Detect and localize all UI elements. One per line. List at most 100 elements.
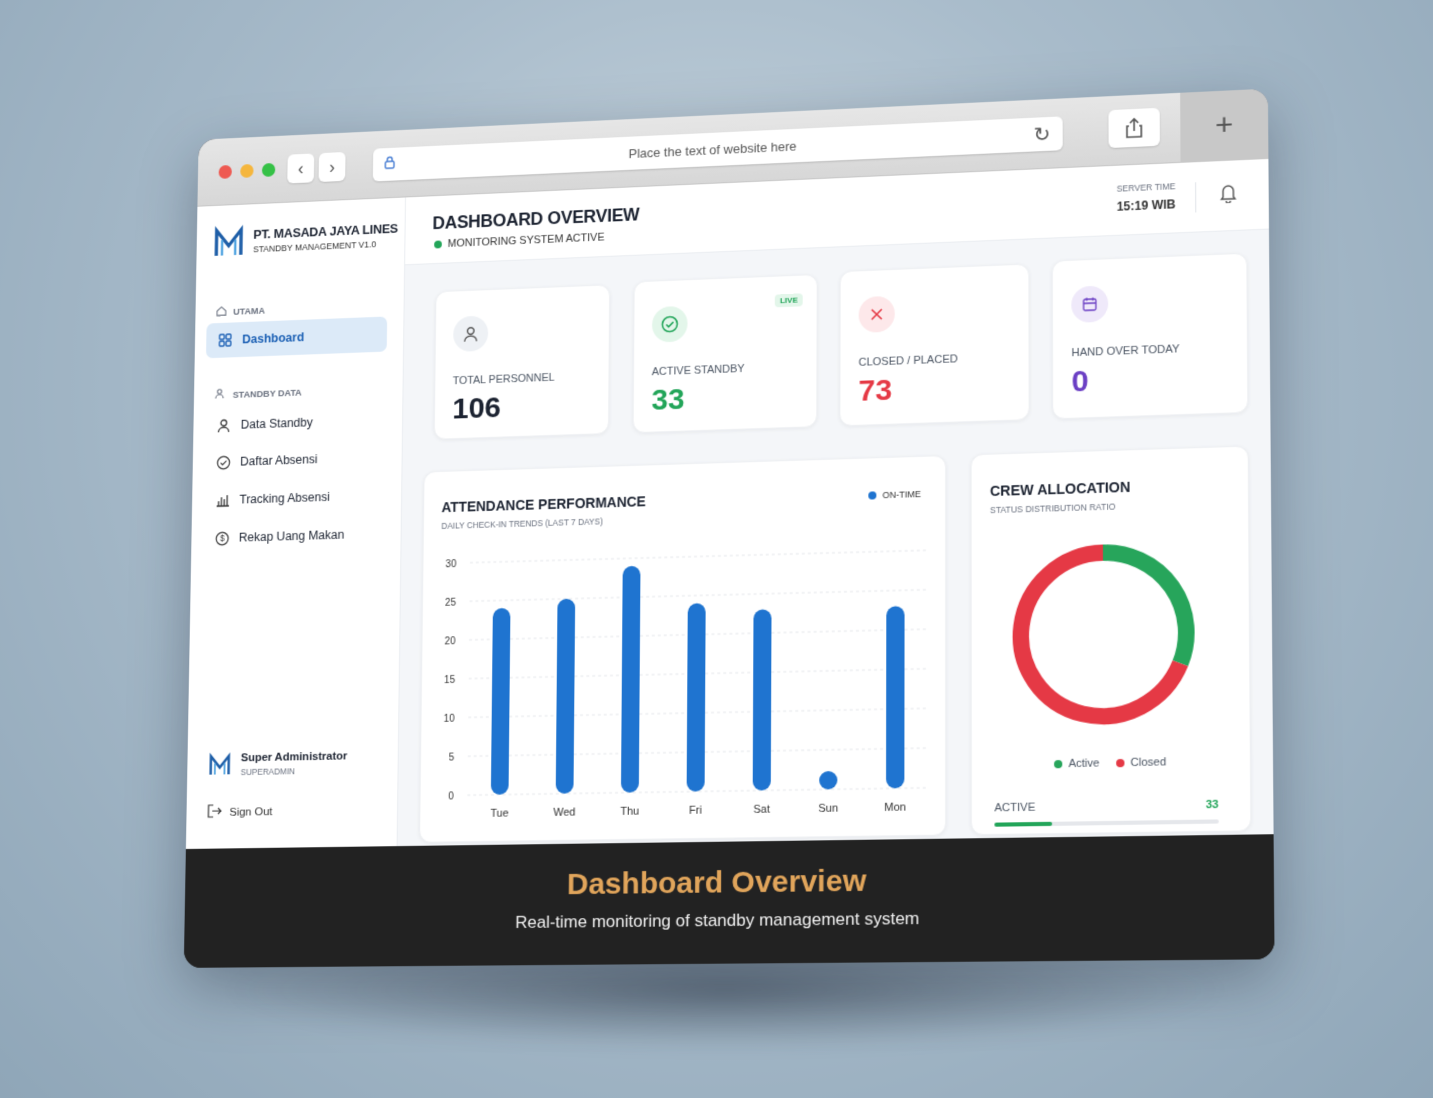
x-tick-label: Sat: [753, 803, 770, 816]
browser-window: ‹ › Place the text of website here ↻ +: [183, 88, 1275, 968]
footer-title: Dashboard Overview: [566, 864, 867, 902]
avatar: [208, 752, 231, 778]
forward-button[interactable]: ›: [318, 151, 346, 183]
page-title: DASHBOARD OVERVIEW: [432, 204, 640, 234]
server-time: SERVER TIME 15:19 WIB: [1117, 181, 1176, 214]
home-icon: [216, 305, 227, 319]
attendance-chart-card: ATTENDANCE PERFORMANCE DAILY CHECK-IN TR…: [419, 455, 947, 843]
svg-text:$: $: [219, 533, 224, 543]
logout-icon: [207, 804, 222, 821]
chevron-left-icon: ‹: [297, 158, 304, 178]
sidebar-item-rekap-uang-makan[interactable]: $ Rekap Uang Makan: [203, 516, 385, 556]
y-tick-label: 20: [445, 636, 456, 647]
bar-sat: [752, 609, 772, 791]
minimize-window-button[interactable]: [240, 163, 254, 178]
crew-title: CREW ALLOCATION: [989, 478, 1131, 500]
y-tick-label: 5: [449, 752, 455, 763]
live-badge: LIVE: [775, 293, 803, 308]
sign-out-button[interactable]: Sign Out: [207, 803, 272, 821]
user-icon: [216, 417, 231, 433]
y-tick-label: 15: [444, 675, 455, 686]
close-icon: [858, 295, 895, 333]
back-button[interactable]: ‹: [287, 153, 315, 184]
close-window-button[interactable]: [218, 164, 232, 179]
app-area: PT. MASADA JAYA LINES STANDBY MANAGEMENT…: [185, 158, 1274, 849]
check-circle-icon: [215, 454, 230, 470]
sidebar-item-label: Dashboard: [242, 330, 305, 347]
y-tick-label: 25: [445, 597, 456, 608]
sidebar-item-dashboard[interactable]: Dashboard: [206, 316, 388, 359]
legend-dot: [868, 491, 877, 500]
crew-subtitle: STATUS DISTRIBUTION RATIO: [989, 501, 1116, 516]
x-tick-label: Sun: [818, 802, 838, 815]
x-tick-label: Mon: [884, 801, 906, 814]
stat-value: 33: [651, 382, 685, 417]
x-tick-label: Wed: [553, 806, 575, 819]
brand-subtitle: STANDBY MANAGEMENT V1.0: [253, 239, 377, 255]
stat-label: HAND OVER TODAY: [1071, 343, 1180, 360]
stat-label: CLOSED / PLACED: [858, 353, 958, 369]
legend-closed: Closed: [1116, 756, 1166, 769]
users-icon: [215, 388, 227, 402]
chart-subtitle: DAILY CHECK-IN TRENDS (LAST 7 DAYS): [441, 516, 603, 531]
y-tick-label: 30: [446, 559, 457, 570]
promo-footer: Dashboard Overview Real-time monitoring …: [183, 834, 1275, 968]
reload-icon[interactable]: ↻: [1033, 123, 1051, 147]
notifications-button[interactable]: [1219, 182, 1238, 208]
bar-thu: [620, 565, 641, 793]
section-label-utama: UTAMA: [216, 304, 265, 319]
stat-label: ACTIVE STANDBY: [651, 362, 745, 379]
bar-tue: [490, 607, 511, 795]
active-progress-fill: [994, 821, 1053, 827]
system-status: MONITORING SYSTEM ACTIVE: [434, 232, 605, 251]
stat-card-active-standby: LIVE ACTIVE STANDBY 33: [632, 273, 818, 434]
sidebar: PT. MASADA JAYA LINES STANDBY MANAGEMENT…: [185, 197, 406, 849]
sidebar-item-tracking-absensi[interactable]: Tracking Absensi: [203, 478, 385, 519]
chart-legend: ON-TIME: [868, 489, 921, 501]
active-progress-bar: [994, 819, 1219, 827]
grid-icon: [217, 332, 232, 348]
stat-label: TOTAL PERSONNEL: [452, 371, 555, 388]
x-tick-label: Thu: [620, 805, 639, 818]
sidebar-item-label: Data Standby: [240, 415, 313, 432]
share-icon: [1124, 116, 1145, 139]
y-tick-label: 0: [448, 791, 454, 802]
footer-subtitle: Real-time monitoring of standby manageme…: [515, 908, 920, 933]
chevron-right-icon: ›: [329, 156, 336, 177]
user-profile[interactable]: Super Administrator SUPERADMIN: [208, 749, 347, 777]
dollar-icon: $: [214, 530, 229, 546]
sidebar-item-label: Rekap Uang Makan: [238, 527, 345, 545]
check-circle-icon: [651, 305, 688, 343]
share-button[interactable]: [1108, 107, 1160, 149]
server-time-value: 15:19 WIB: [1116, 197, 1176, 214]
bar-wed: [555, 598, 576, 794]
x-tick-label: Fri: [689, 804, 702, 817]
sidebar-item-daftar-absensi[interactable]: Daftar Absensi: [204, 439, 386, 480]
company-logo: [213, 224, 244, 260]
sidebar-item-data-standby[interactable]: Data Standby: [204, 402, 386, 443]
lock-icon: [384, 155, 395, 172]
stat-value: 0: [1071, 364, 1089, 399]
maximize-window-button[interactable]: [261, 162, 276, 177]
crew-legend: Active Closed: [972, 755, 1250, 772]
bar-fri: [686, 603, 706, 792]
server-time-label: SERVER TIME: [1116, 181, 1176, 194]
progress-label: ACTIVE: [994, 801, 1036, 815]
gridline: [470, 550, 929, 562]
bell-icon: [1219, 182, 1238, 203]
divider: [1195, 182, 1197, 213]
progress-value: 33: [1205, 798, 1219, 812]
new-tab-button[interactable]: +: [1180, 88, 1269, 163]
chart-title: ATTENDANCE PERFORMANCE: [441, 493, 646, 516]
brand: PT. MASADA JAYA LINES STANDBY MANAGEMENT…: [213, 217, 398, 260]
attendance-bar-chart: 0 5 10 15 20 25 30 Tue Wed Thu Fri Sat Sun Mon: [444, 532, 947, 820]
user-role: SUPERADMIN: [240, 765, 296, 777]
stat-card-total-personnel: TOTAL PERSONNEL 106: [433, 284, 611, 440]
stat-value: 73: [858, 373, 893, 408]
gridline: [470, 590, 929, 602]
crew-allocation-card: CREW ALLOCATION STATUS DISTRIBUTION RATI…: [970, 445, 1252, 836]
stat-card-closed-placed: CLOSED / PLACED 73: [839, 263, 1030, 427]
y-tick-label: 10: [444, 714, 456, 725]
stat-card-hand-over-today: HAND OVER TODAY 0: [1051, 252, 1249, 420]
legend-active: Active: [1053, 757, 1099, 770]
